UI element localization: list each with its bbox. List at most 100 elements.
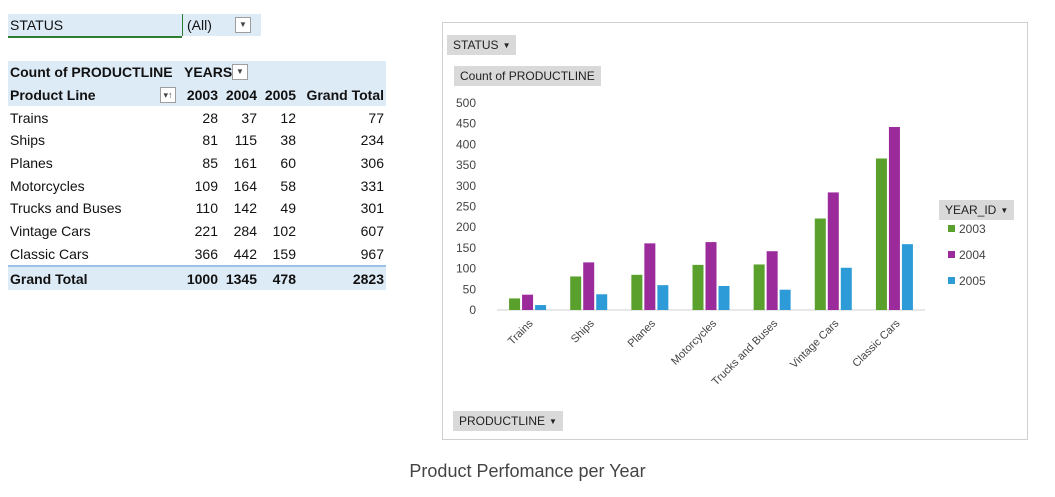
y-tick-label: 400 xyxy=(456,137,476,151)
bar-2004 xyxy=(888,127,900,311)
bar-2005 xyxy=(718,285,730,310)
row-total-cell: 77 xyxy=(368,109,384,126)
y-tick-label: 0 xyxy=(469,303,476,317)
x-tick-label: Ships xyxy=(569,317,597,345)
filter-label: STATUS xyxy=(8,14,182,38)
product-line-cell: Trains xyxy=(10,109,49,126)
bar-2005 xyxy=(901,244,913,310)
product-line-cell: Vintage Cars xyxy=(10,223,91,240)
product-line-cell: Classic Cars xyxy=(10,245,89,262)
count-cell: 284 xyxy=(233,223,257,240)
count-cell: 28 xyxy=(202,109,218,126)
legend-label: 2003 xyxy=(959,222,986,236)
count-cell: 60 xyxy=(280,155,296,172)
filter-value-text: (All) xyxy=(187,17,212,33)
count-cell: 115 xyxy=(234,132,257,149)
legend-swatch-2004 xyxy=(948,251,955,258)
legend-swatch-2005 xyxy=(948,277,955,284)
grand-total-cell: 1345 xyxy=(220,265,259,290)
y-tick-label: 300 xyxy=(456,179,476,193)
table-row: Classic Cars 366 442 159 967 xyxy=(8,243,386,267)
count-cell: 164 xyxy=(233,177,257,194)
grand-total-header: Grand Total xyxy=(298,83,386,107)
bar-2003 xyxy=(509,298,521,310)
y-tick-label: 150 xyxy=(456,241,476,255)
bar-2003 xyxy=(692,264,704,310)
count-cell: 38 xyxy=(280,132,296,149)
year-header: 2003 xyxy=(182,83,220,107)
legend-swatch-2003 xyxy=(948,225,955,232)
legend-label: 2004 xyxy=(959,248,986,262)
pivot-chart[interactable]: STATUS ▼ Count of PRODUCTLINE YEAR_ID ▼ PR… xyxy=(442,22,1028,440)
value-field-header: Count of PRODUCTLINE xyxy=(8,61,182,84)
bar-2004 xyxy=(522,294,534,310)
chart-value-button[interactable]: Count of PRODUCTLINE xyxy=(454,66,601,86)
bar-2003 xyxy=(875,158,887,310)
column-field-header[interactable]: YEARS ▼ xyxy=(182,61,386,84)
chevron-down-icon: ▼ xyxy=(1000,206,1009,215)
column-filter-dropdown-icon[interactable]: ▼ xyxy=(232,64,248,80)
count-cell: 109 xyxy=(194,177,218,194)
table-row: Planes 85 161 60 306 xyxy=(8,152,386,175)
pivot-table: Count of PRODUCTLINE YEARS ▼ Product Lin… xyxy=(8,61,386,290)
report-filter: STATUS (All) ▼ xyxy=(8,14,261,38)
table-row: Ships 81 115 38 234 xyxy=(8,129,386,152)
pivot-header-row-1: Count of PRODUCTLINE YEARS ▼ xyxy=(8,61,386,84)
table-row: Vintage Cars 221 284 102 607 xyxy=(8,220,386,243)
count-cell: 85 xyxy=(202,155,218,172)
product-line-cell: Motorcycles xyxy=(10,177,85,194)
chart-legend-button[interactable]: YEAR_ID ▼ xyxy=(939,200,1015,220)
x-tick-label: Motorcycles xyxy=(669,317,719,367)
filter-value[interactable]: (All) ▼ xyxy=(182,14,261,36)
y-tick-label: 450 xyxy=(456,117,476,131)
chart-legend-label: YEAR_ID xyxy=(945,203,997,217)
table-row: Trains 28 37 12 77 xyxy=(8,106,386,129)
chart-filter-button[interactable]: STATUS ▼ xyxy=(447,35,517,55)
row-total-cell: 234 xyxy=(360,132,384,149)
row-field-header[interactable]: Product Line ▾↑ xyxy=(8,83,182,107)
bar-2004 xyxy=(827,192,839,310)
row-total-cell: 607 xyxy=(360,223,384,240)
pivot-header-row-2: Product Line ▾↑ 2003 2004 2005 Grand Tot… xyxy=(8,83,386,107)
x-tick-label: Trains xyxy=(506,317,536,347)
row-total-cell: 306 xyxy=(360,155,384,172)
count-cell: 81 xyxy=(202,132,218,149)
count-cell: 12 xyxy=(280,109,296,126)
row-total-cell: 301 xyxy=(360,200,384,217)
table-row: Motorcycles 109 164 58 331 xyxy=(8,174,386,197)
count-cell: 159 xyxy=(272,245,296,262)
count-cell: 161 xyxy=(233,155,257,172)
y-tick-label: 250 xyxy=(456,200,476,214)
sort-filter-icon[interactable]: ▾↑ xyxy=(160,86,176,103)
year-header: 2005 xyxy=(259,83,298,107)
x-tick-label: Vintage Cars xyxy=(788,317,842,371)
figure-caption: Product Perfomance per Year xyxy=(409,461,646,481)
filter-dropdown-icon[interactable]: ▼ xyxy=(235,17,251,33)
bar-2004 xyxy=(583,262,595,310)
y-tick-label: 100 xyxy=(456,262,476,276)
row-total-cell: 967 xyxy=(360,245,384,262)
bar-2003 xyxy=(753,264,765,310)
chevron-down-icon: ▼ xyxy=(549,417,557,426)
chart-value-label: Count of PRODUCTLINE xyxy=(460,69,595,83)
count-cell: 49 xyxy=(280,200,296,217)
count-cell: 221 xyxy=(194,223,218,240)
bar-2005 xyxy=(596,294,608,310)
chart-axis-button[interactable]: PRODUCTLINE ▼ xyxy=(453,411,563,431)
product-line-cell: Planes xyxy=(10,155,53,172)
product-line-cell: Trucks and Buses xyxy=(10,200,122,217)
count-cell: 366 xyxy=(194,245,218,262)
count-cell: 102 xyxy=(272,223,296,240)
x-tick-label: Classic Cars xyxy=(850,317,902,369)
bar-2005 xyxy=(657,285,669,310)
bar-2005 xyxy=(779,289,791,310)
legend-label: 2005 xyxy=(959,274,986,288)
y-tick-label: 50 xyxy=(463,282,477,296)
chevron-down-icon: ▼ xyxy=(502,41,511,50)
count-cell: 58 xyxy=(280,177,296,194)
year-header: 2004 xyxy=(220,83,259,107)
y-tick-label: 350 xyxy=(456,158,476,172)
grand-total-value: 2823 xyxy=(298,265,386,290)
grand-total-cell: 478 xyxy=(259,265,298,290)
y-tick-label: 500 xyxy=(456,96,476,110)
